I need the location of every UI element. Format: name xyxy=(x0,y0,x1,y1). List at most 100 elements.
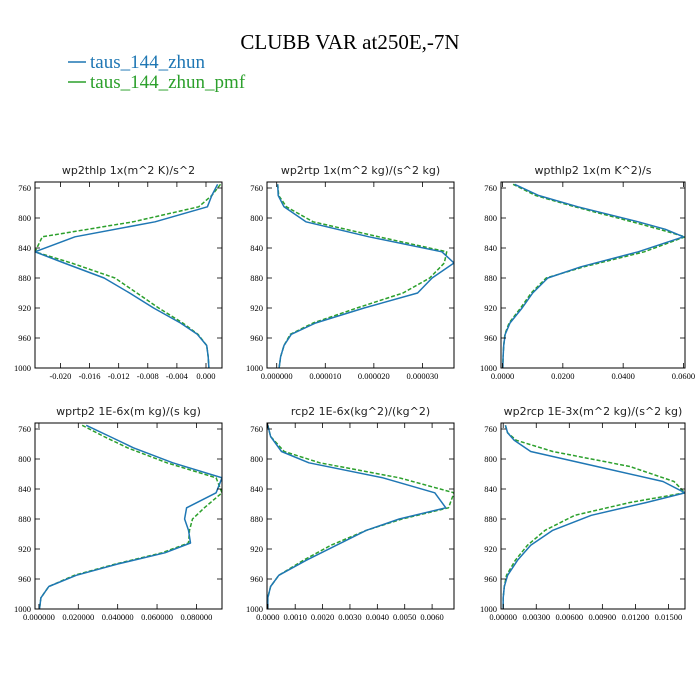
panel-title: rcp2 1E-6x(kg^2)/(kg^2) xyxy=(291,405,430,418)
y-tick-label: 960 xyxy=(484,333,497,343)
series-line xyxy=(276,184,448,368)
plot-frame xyxy=(34,422,223,610)
series-line xyxy=(502,425,685,609)
y-tick-label: 800 xyxy=(484,454,497,464)
y-tick-label: 840 xyxy=(484,484,497,494)
series-line xyxy=(502,183,685,368)
panel-title: wprtp2 1E-6x(m kg)/(s kg) xyxy=(56,405,201,418)
y-tick-label: 840 xyxy=(18,484,31,494)
panel-title: wp2rcp 1E-3x(m^2 kg)/(s^2 kg) xyxy=(504,405,683,418)
x-tick-label: 0.00600 xyxy=(555,612,583,622)
x-tick-label: 0.0040 xyxy=(366,612,389,622)
panel-grid: wp2thlp 1x(m^2 K)/s^2 760 800 840 880 920 960 1… xyxy=(14,164,695,622)
series-line xyxy=(38,424,222,609)
panel-title: wpthlp2 1x(m K^2)/s xyxy=(535,164,652,177)
y-tick-label: 800 xyxy=(250,454,263,464)
plot-frame xyxy=(266,422,455,610)
x-tick-label: 0.000030 xyxy=(406,371,438,381)
y-tick-label: 1000 xyxy=(246,363,263,373)
x-tick-label: 0.0050 xyxy=(393,612,416,622)
y-tick-label: 920 xyxy=(18,303,31,313)
x-tick-label: 0.0020 xyxy=(311,612,334,622)
series-group xyxy=(502,425,685,609)
y-tick-label: 1000 xyxy=(246,604,263,614)
x-tick-label: 0.01500 xyxy=(655,612,683,622)
series-line xyxy=(502,183,685,368)
x-tick-label: 0.040000 xyxy=(102,612,134,622)
y-tick-label: 1000 xyxy=(480,604,497,614)
panel-4: wprtp2 1E-6x(m kg)/(s kg) 760 800 840 880 920… xyxy=(14,405,223,622)
plot-frame xyxy=(500,422,686,610)
y-tick-label: 880 xyxy=(484,514,497,524)
y-tick-label: 760 xyxy=(18,424,31,434)
x-tick-label: 0.080000 xyxy=(180,612,212,622)
series-group xyxy=(502,183,685,368)
y-tick-label: 800 xyxy=(18,213,31,223)
x-tick-label: 0.000010 xyxy=(309,371,341,381)
y-tick-label: 880 xyxy=(250,273,263,283)
y-tick-label: 920 xyxy=(18,544,31,554)
panel-title: wp2rtp 1x(m^2 kg)/(s^2 kg) xyxy=(281,164,440,177)
y-tick-label: 960 xyxy=(250,574,263,584)
series-line xyxy=(267,425,454,609)
y-tick-label: 880 xyxy=(250,514,263,524)
series-line xyxy=(35,183,222,368)
legend-label-2: taus_144_zhun_pmf xyxy=(90,72,246,93)
y-tick-label: 760 xyxy=(250,183,263,193)
series-line xyxy=(267,425,447,609)
series-line xyxy=(502,425,685,609)
panel-title: wp2thlp 1x(m^2 K)/s^2 xyxy=(62,164,195,177)
y-tick-label: 920 xyxy=(250,303,263,313)
y-tick-label: 800 xyxy=(250,213,263,223)
panel-1: wp2thlp 1x(m^2 K)/s^2 760 800 840 880 920 960 1… xyxy=(14,164,223,381)
y-tick-label: 1000 xyxy=(14,604,31,614)
y-tick-label: 960 xyxy=(18,333,31,343)
y-tick-label: 960 xyxy=(250,333,263,343)
y-tick-label: 840 xyxy=(18,243,31,253)
legend-label-1: taus_144_zhun xyxy=(90,52,206,73)
x-tick-label: 0.0010 xyxy=(284,612,307,622)
x-tick-label: 0.000020 xyxy=(358,371,390,381)
x-tick-label: 0.00000 xyxy=(489,612,517,622)
y-tick-label: 920 xyxy=(484,544,497,554)
x-tick-label: 0.0030 xyxy=(338,612,361,622)
panel-3: wpthlp2 1x(m K^2)/s 760 800 840 880 920 960 100… xyxy=(480,164,695,381)
figure-title: CLUBB VAR at250E,-7N xyxy=(240,30,459,54)
x-tick-label: 0.0000 xyxy=(491,371,514,381)
x-tick-label: 0.060000 xyxy=(141,612,173,622)
y-tick-label: 840 xyxy=(250,484,263,494)
x-tick-label: 0.000 xyxy=(196,371,215,381)
series-line xyxy=(38,424,222,609)
y-tick-label: 800 xyxy=(484,213,497,223)
y-tick-label: 840 xyxy=(250,243,263,253)
y-tick-label: 1000 xyxy=(480,363,497,373)
y-tick-label: 760 xyxy=(484,424,497,434)
y-tick-label: 1000 xyxy=(14,363,31,373)
legend: taus_144_zhun taus_144_zhun_pmf xyxy=(68,52,246,93)
x-tick-label: 0.000000 xyxy=(23,612,55,622)
y-tick-label: 920 xyxy=(484,303,497,313)
y-tick-label: 880 xyxy=(18,273,31,283)
y-tick-label: 760 xyxy=(250,424,263,434)
x-tick-label: -0.020 xyxy=(49,371,71,381)
panel-2: wp2rtp 1x(m^2 kg)/(s^2 kg) 760 800 840 880 92… xyxy=(246,164,455,381)
y-tick-label: 800 xyxy=(18,454,31,464)
y-tick-label: 840 xyxy=(484,243,497,253)
plot-frame xyxy=(266,181,455,369)
x-tick-label: 0.00900 xyxy=(589,612,617,622)
x-tick-label: 0.0600 xyxy=(672,371,695,381)
x-tick-label: -0.012 xyxy=(108,371,130,381)
series-group xyxy=(38,424,222,609)
x-tick-label: 0.01200 xyxy=(622,612,650,622)
x-tick-label: -0.008 xyxy=(137,371,159,381)
x-tick-label: 0.000000 xyxy=(261,371,293,381)
plot-frame xyxy=(500,181,686,369)
y-tick-label: 760 xyxy=(484,183,497,193)
series-group xyxy=(35,183,222,368)
plot-frame xyxy=(34,181,223,369)
x-tick-label: 0.0400 xyxy=(611,371,634,381)
y-tick-label: 880 xyxy=(484,273,497,283)
series-group xyxy=(276,184,454,368)
x-tick-label: 0.0200 xyxy=(551,371,574,381)
